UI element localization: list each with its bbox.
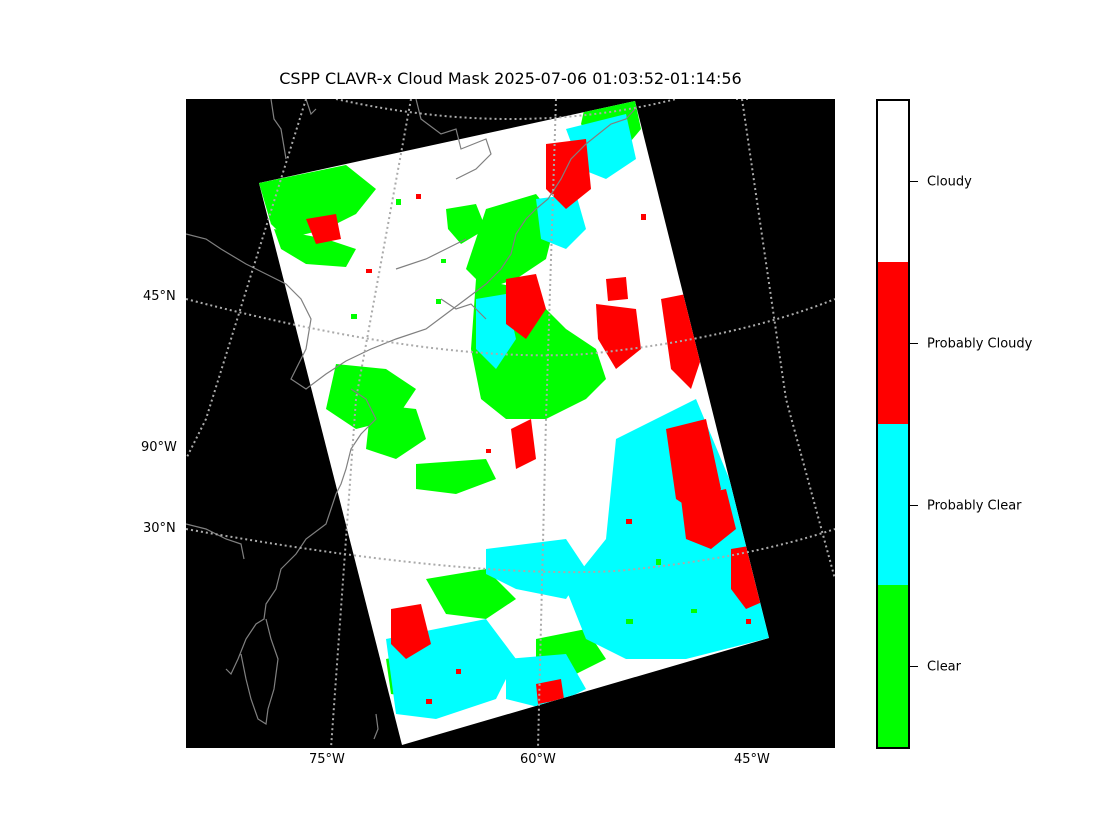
legend-label-cloudy: Cloudy xyxy=(927,174,972,190)
colorbar-frame xyxy=(876,99,910,749)
lat-label-90w: 90°W xyxy=(141,440,177,455)
lon-label-60w: 60°W xyxy=(520,752,556,767)
lat-label-45n: 45°N xyxy=(143,289,176,304)
cloud-mask-map xyxy=(186,99,835,748)
colorbar xyxy=(878,100,909,747)
gridlines xyxy=(186,99,835,748)
lon-label-75w: 75°W xyxy=(309,752,345,767)
lon-label-45w: 45°W xyxy=(734,752,770,767)
cloudy-speckle xyxy=(366,194,751,704)
colorbar-tick xyxy=(910,181,918,182)
colorbar-tick xyxy=(910,505,918,506)
legend-label-probably-cloudy: Probably Cloudy xyxy=(927,336,1033,352)
colorbar-tick xyxy=(910,666,918,667)
lat-label-30n: 30°N xyxy=(143,521,176,536)
colorbar-probably-clear xyxy=(878,424,909,585)
chart-title: CSPP CLAVR-x Cloud Mask 2025-07-06 01:03… xyxy=(279,69,742,88)
colorbar-clear xyxy=(878,585,909,747)
coastlines xyxy=(186,99,636,740)
legend-label-clear: Clear xyxy=(927,659,961,675)
colorbar-tick xyxy=(910,343,918,344)
colorbar-probably-cloudy xyxy=(878,262,909,424)
colorbar-cloudy xyxy=(878,100,909,262)
clear-speckle xyxy=(326,194,697,624)
legend-label-probably-clear: Probably Clear xyxy=(927,498,1022,514)
